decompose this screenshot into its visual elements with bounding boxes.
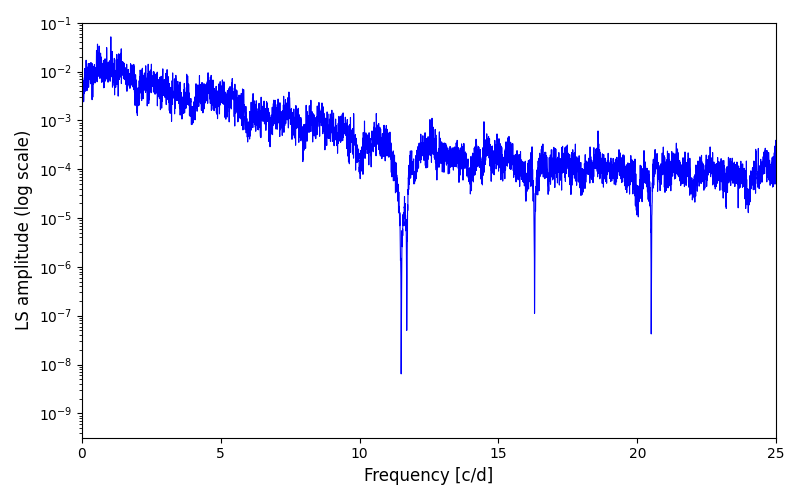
Y-axis label: LS amplitude (log scale): LS amplitude (log scale) bbox=[15, 130, 33, 330]
X-axis label: Frequency [c/d]: Frequency [c/d] bbox=[364, 467, 494, 485]
